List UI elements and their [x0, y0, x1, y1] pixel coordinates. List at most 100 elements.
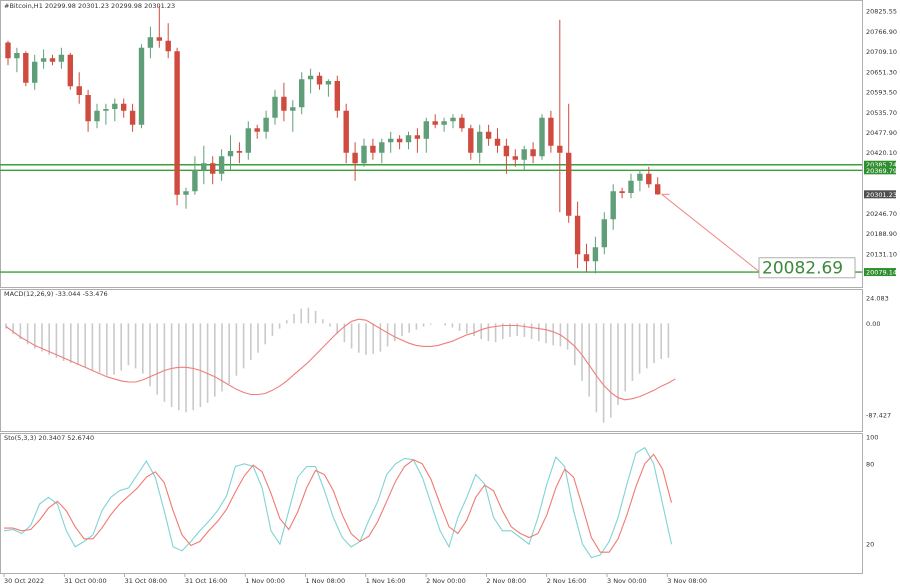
- candle-body: [112, 103, 118, 109]
- price-tick-label: 20766.90: [866, 28, 897, 36]
- candle-body: [468, 128, 474, 153]
- projection-arrow: [661, 193, 763, 275]
- current-price-label: 20301.23: [866, 191, 897, 199]
- level-price-tag: [864, 166, 896, 175]
- stoch-tick-label: 20: [866, 541, 874, 549]
- time-tick-label: 31 Oct 00:00: [64, 577, 106, 585]
- stochastic-lines: [3, 446, 673, 559]
- price-tick-label: 20188.90: [866, 230, 897, 238]
- macd-axis: 24.083 0.00 -87.427: [866, 295, 891, 420]
- candle-body: [103, 109, 109, 111]
- candle-body: [388, 138, 394, 143]
- chart-symbol-ohlc: #Bitcoin,H1 20299.98 20301.23 20299.98 2…: [4, 2, 175, 10]
- candle-body: [76, 86, 82, 95]
- candle-body: [343, 110, 349, 153]
- candle-body: [610, 191, 616, 220]
- current-price-tag: [864, 190, 896, 199]
- time-tick-label: 31 Oct 16:00: [185, 577, 227, 585]
- candle-body: [121, 103, 127, 111]
- candle-body: [316, 75, 323, 85]
- price-tick-label: 20131.10: [866, 250, 897, 258]
- candle-body: [557, 145, 563, 153]
- candle-body: [423, 121, 429, 139]
- candle-body: [156, 37, 162, 41]
- candle-body: [58, 54, 65, 62]
- candle-body: [218, 156, 225, 174]
- candle-body: [138, 47, 145, 125]
- time-tick-label: 31 Oct 08:00: [125, 577, 167, 585]
- time-tick-label: 30 Oct 2022: [4, 577, 44, 585]
- price-tick-label: 20246.70: [866, 210, 897, 218]
- price-tick-label: 20535.70: [866, 109, 897, 117]
- candle-body: [210, 163, 216, 174]
- level-price-tag: [864, 268, 896, 277]
- candle-body: [485, 131, 492, 139]
- support-resistance-levels[interactable]: [0, 164, 862, 273]
- price-tick-label: 20709.10: [866, 48, 897, 56]
- level-price-tag: [864, 160, 896, 169]
- candle-body: [307, 75, 314, 80]
- candle-body: [94, 110, 100, 122]
- time-tick-label: 3 Nov 00:00: [607, 577, 647, 585]
- candle-body: [494, 138, 501, 146]
- candle-body: [201, 163, 207, 171]
- candle-body: [165, 40, 171, 52]
- candle-body: [450, 117, 456, 122]
- time-tick-label: 1 Nov 16:00: [366, 577, 406, 585]
- candle-body: [290, 107, 296, 111]
- stoch-k-line: [3, 446, 673, 559]
- candle-body: [379, 142, 385, 153]
- candle-body: [14, 53, 20, 59]
- candle-body: [5, 42, 11, 59]
- candle-body: [23, 53, 29, 83]
- candle-body: [414, 135, 421, 139]
- candle-body: [129, 110, 136, 125]
- candle-body: [183, 191, 189, 195]
- candle-body: [352, 152, 358, 164]
- candle-body: [503, 145, 510, 157]
- candle-body: [325, 81, 332, 85]
- time-tick-label: 1 Nov 00:00: [245, 577, 285, 585]
- stoch-d-line: [4, 453, 673, 553]
- candle-body: [85, 95, 91, 122]
- candle-body: [530, 149, 536, 157]
- candle-body: [592, 247, 599, 262]
- price-tick-label: 20825.55: [866, 7, 897, 15]
- candle-body: [619, 191, 625, 193]
- candle-body: [245, 128, 251, 153]
- price-tick-label: 20651.30: [866, 68, 897, 76]
- target-label-box: [758, 257, 856, 279]
- candle-body: [147, 37, 154, 48]
- candle-body: [583, 254, 590, 262]
- candle-body: [628, 180, 634, 193]
- price-tick-label: 20593.50: [866, 89, 897, 97]
- candle-body: [637, 173, 643, 181]
- candle-body: [566, 152, 572, 216]
- target-price-label: 20082.69: [758, 257, 856, 279]
- candle-body: [334, 81, 340, 111]
- candle-body: [396, 138, 403, 143]
- level-price-label: 20369.79: [866, 167, 897, 175]
- time-tick-label: 2 Nov 00:00: [426, 577, 466, 585]
- target-price-text: 20082.69: [762, 258, 843, 278]
- price-candles: [5, 5, 661, 274]
- macd-signal-path: [5, 318, 676, 401]
- pane-frames: [0, 0, 863, 574]
- macd-tick-label: 24.083: [866, 295, 889, 303]
- candle-body: [574, 215, 581, 255]
- stoch-tick-label: 80: [866, 460, 874, 468]
- candle-body: [601, 219, 607, 248]
- candle-body: [512, 156, 518, 160]
- candle-body: [646, 173, 652, 185]
- stochastic-axis: 100 80 20: [866, 434, 878, 549]
- header-symbol: #Bitcoin,H1 20299.98 20301.23 20299.98 2…: [4, 2, 175, 10]
- candle-body: [477, 131, 483, 153]
- time-axis: 30 Oct 2022 31 Oct 00:00 31 Oct 08:00 31 Oc…: [3, 574, 707, 585]
- stochastic-header: Sto(5,3,3) 20.3407 52.6740: [4, 434, 94, 442]
- candle-body: [370, 145, 376, 153]
- macd-signal-line: [5, 318, 676, 401]
- candle-body: [299, 79, 305, 108]
- candle-body: [655, 184, 661, 195]
